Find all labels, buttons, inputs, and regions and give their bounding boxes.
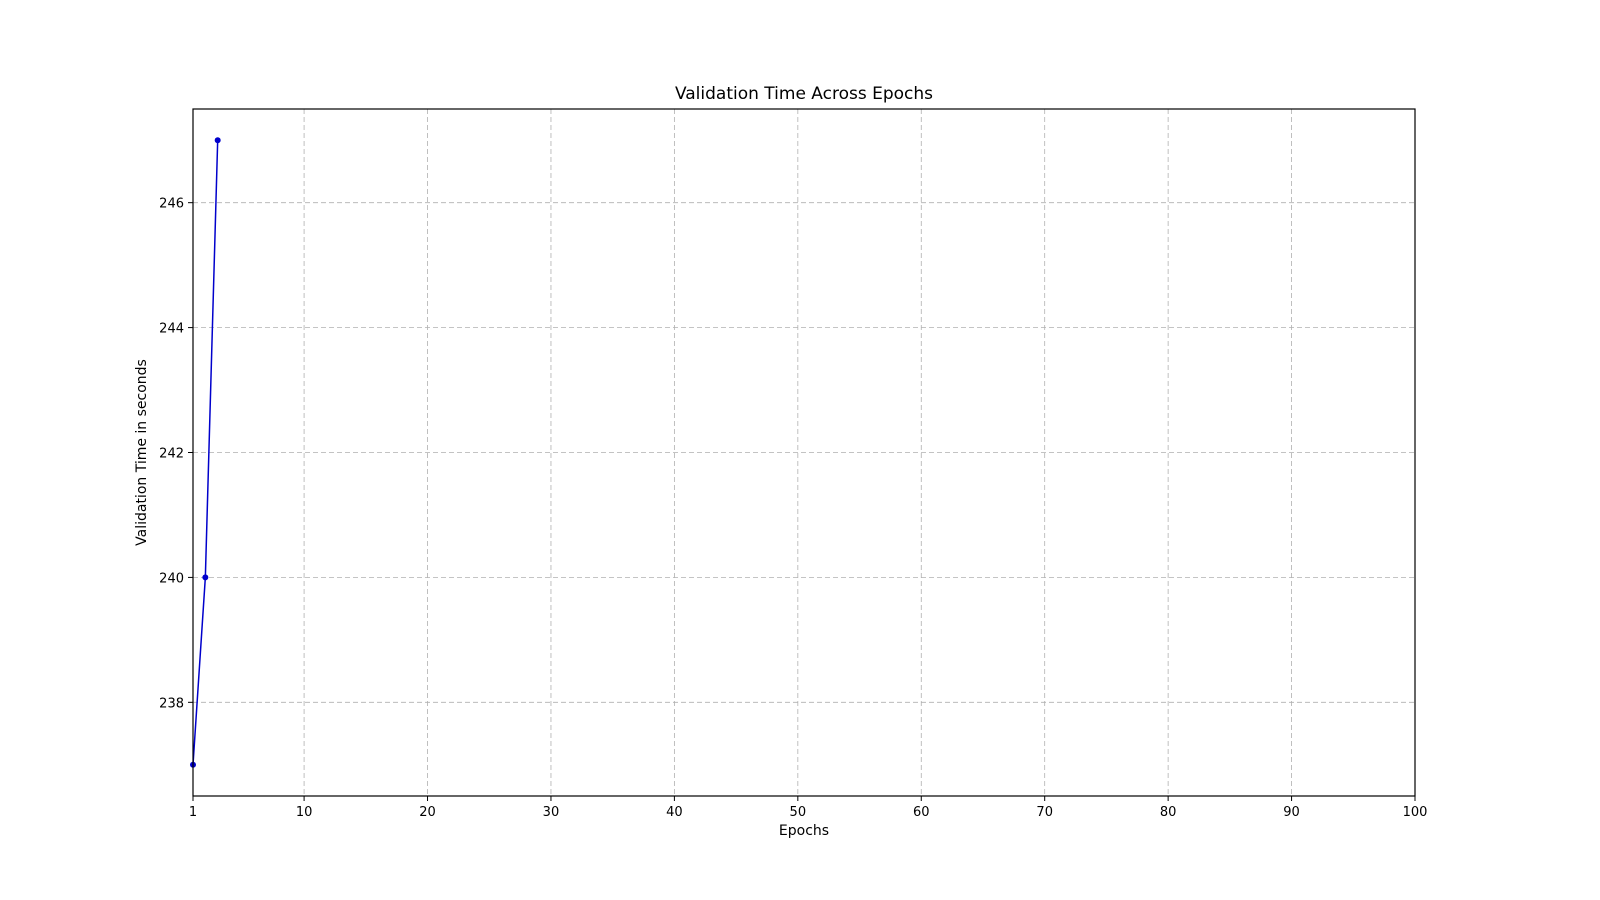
x-axis-ticks: 1 10 20 30 40 50 60 70 80 90 100	[189, 796, 1428, 820]
x-tick-label: 100	[1403, 805, 1428, 820]
y-axis-ticks: 238 240 242 244 246	[159, 197, 193, 711]
x-tick-label: 30	[543, 805, 560, 820]
data-point	[214, 137, 221, 144]
y-tick-label: 244	[159, 322, 184, 337]
x-tick-label: 1	[189, 805, 197, 820]
y-tick-label: 240	[159, 571, 184, 586]
x-tick-label: 10	[296, 805, 313, 820]
x-tick-label: 20	[419, 805, 436, 820]
y-axis-label: Validation Time in seconds	[134, 359, 150, 546]
x-tick-label: 70	[1036, 805, 1053, 820]
data-point	[202, 574, 209, 581]
y-tick-label: 238	[159, 696, 184, 711]
y-tick-label: 246	[159, 197, 184, 212]
x-axis-label: Epochs	[779, 823, 829, 839]
x-tick-label: 50	[790, 805, 807, 820]
x-tick-label: 60	[913, 805, 930, 820]
y-tick-label: 242	[159, 447, 184, 462]
chart-title: Validation Time Across Epochs	[675, 84, 933, 104]
x-tick-label: 80	[1160, 805, 1177, 820]
x-tick-label: 40	[666, 805, 683, 820]
x-tick-label: 90	[1283, 805, 1300, 820]
grid-lines	[192, 109, 1416, 796]
